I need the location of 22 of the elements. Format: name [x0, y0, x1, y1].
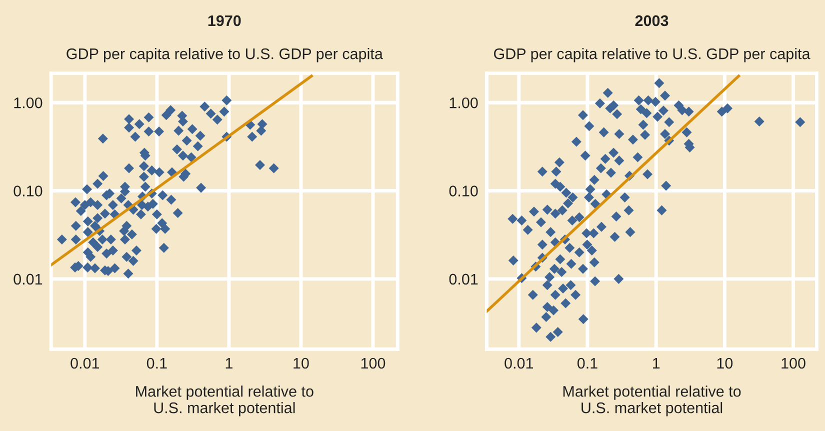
y-axis-title: GDP per capita relative to U.S. GDP per capita [494, 48, 810, 62]
x-axis-title: Market potential relative to U.S. market potential [136, 386, 314, 416]
x-tick-label: 10 [717, 358, 733, 369]
x-tick-label: 0.01 [504, 358, 534, 369]
x-tick-label: 1 [226, 358, 232, 369]
y-tick-label: 0.10 [14, 186, 42, 196]
y-tick-label: 1.00 [450, 97, 478, 108]
x-tick-label: 1 [652, 358, 660, 369]
y-tick-label: 1.00 [14, 97, 42, 108]
y-axis-title: GDP per capita relative to U.S. GDP per capita [66, 48, 383, 62]
chart-title: 1970 [208, 15, 241, 26]
x-tick-label: 0.01 [70, 358, 100, 369]
y-tick-label: 0.01 [449, 274, 478, 285]
x-tick-label: 0.1 [146, 358, 167, 369]
x-tick-label: 0.1 [577, 358, 598, 369]
chart-title: 2003 [635, 15, 668, 26]
x-tick-label: 100 [782, 358, 806, 369]
y-tick-label: 0.10 [449, 186, 478, 196]
y-tick-label: 0.01 [14, 274, 42, 285]
x-axis-title: Market potential relative to U.S. market potential [563, 386, 741, 416]
x-tick-label: 100 [361, 358, 386, 369]
x-tick-label: 10 [294, 358, 309, 369]
